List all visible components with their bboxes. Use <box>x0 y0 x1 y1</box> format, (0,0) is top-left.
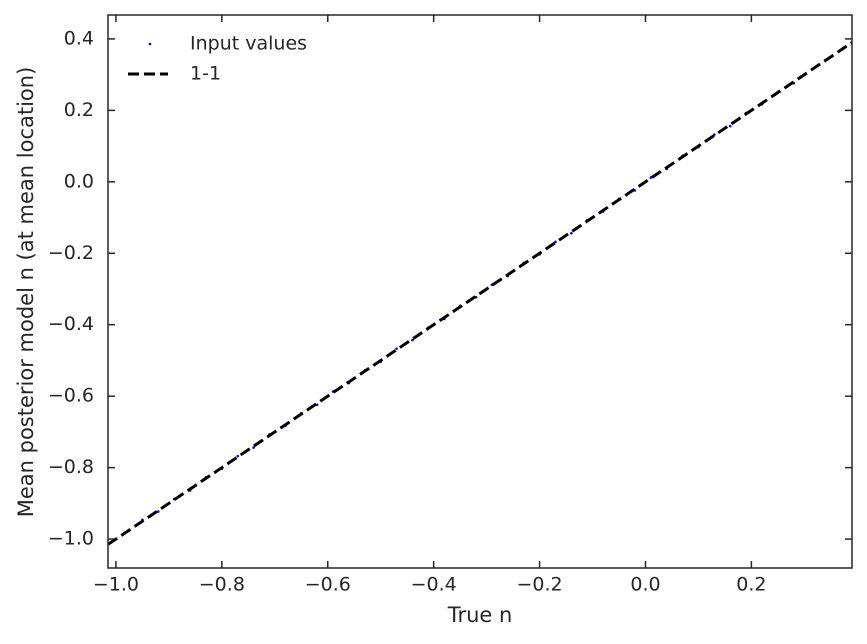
x-tick-label: −0.2 <box>517 574 563 596</box>
y-tick-label: −0.2 <box>48 242 94 264</box>
scatter-point <box>252 446 255 449</box>
scatter-point <box>395 347 398 350</box>
legend-marker <box>148 42 152 46</box>
y-tick-label: 0.0 <box>64 170 94 192</box>
y-tick-label: 0.4 <box>64 27 94 49</box>
x-tick-label: −0.4 <box>411 574 457 596</box>
y-tick-label: −0.4 <box>48 313 94 335</box>
axes-frame <box>107 14 853 569</box>
x-axis-label: True n <box>447 603 513 627</box>
x-tick-label: −0.8 <box>199 574 245 596</box>
plot-area <box>108 41 852 546</box>
scatter-point <box>728 124 732 128</box>
y-tick-label: −0.6 <box>48 385 94 407</box>
x-tick-label: 0.2 <box>736 574 766 596</box>
scatter-point <box>570 231 573 235</box>
scatter-point <box>157 510 160 513</box>
legend-label: 1-1 <box>190 63 221 85</box>
y-axis-label: Mean posterior model n (at mean location… <box>14 67 38 518</box>
y-tick-label: −1.0 <box>48 528 94 550</box>
x-tick-label: −0.6 <box>305 574 351 596</box>
y-tick-label: −0.8 <box>48 456 94 478</box>
x-tick-label: 0.0 <box>630 574 660 596</box>
scatter-point <box>554 240 557 244</box>
line <box>108 41 852 546</box>
legend-label: Input values <box>190 33 307 55</box>
scatter-point <box>236 454 240 458</box>
scatter-point <box>411 338 414 342</box>
y-tick-label: 0.2 <box>64 99 94 121</box>
x-tick-label: −1.0 <box>93 574 139 596</box>
